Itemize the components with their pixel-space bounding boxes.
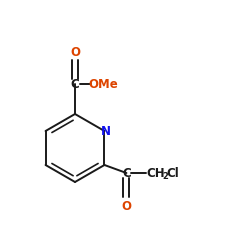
Text: 2: 2 xyxy=(162,172,168,181)
Text: O: O xyxy=(122,199,131,212)
Text: Cl: Cl xyxy=(166,167,179,180)
Text: C: C xyxy=(122,167,131,180)
Text: CH: CH xyxy=(146,167,165,180)
Text: O: O xyxy=(70,46,80,59)
Text: C: C xyxy=(71,77,79,90)
Text: N: N xyxy=(100,124,110,137)
Text: OMe: OMe xyxy=(88,77,118,90)
